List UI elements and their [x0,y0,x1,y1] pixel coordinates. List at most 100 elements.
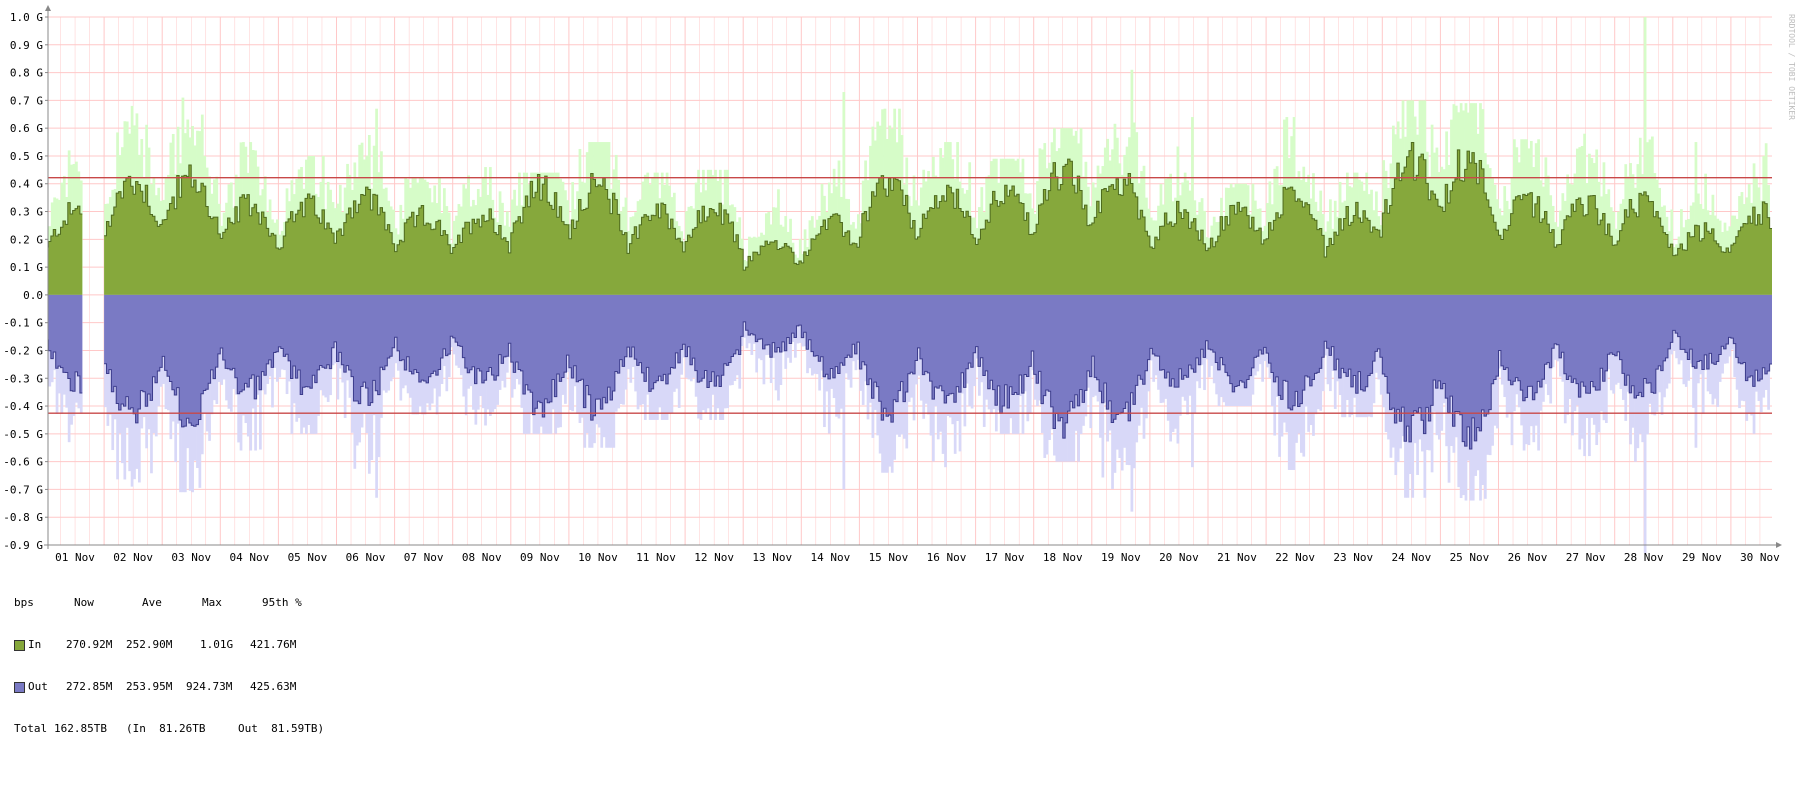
x-tick-label: 21 Nov [1217,551,1257,564]
x-tick-label: 30 Nov [1740,551,1780,564]
legend-in-now: 270.92M [66,638,113,651]
out-peak-bar [842,294,846,490]
legend-out-ave: 253.95M [126,680,173,693]
x-tick-label: 09 Nov [520,551,560,564]
legend-header-95th: 95th % [262,596,302,609]
legend-total-label: Total [14,722,48,735]
y-tick-label: 0.9 G [10,39,43,52]
y-tick-label: 0.6 G [10,122,43,135]
x-axis-ticks: 01 Nov 02 Nov 03 Nov 04 Nov 05 Nov 06 Nov 07 N… [55,551,1780,564]
x-tick-label: 24 Nov [1391,551,1431,564]
x-tick-label: 05 Nov [288,551,328,564]
in-average-area [104,142,1773,295]
x-tick-label: 07 Nov [404,551,444,564]
y-tick-label: -0.3 G [3,372,43,385]
legend: bps Now Ave Max 95th % In 270.92M 252.90… [14,568,324,750]
legend-swatch-in [14,640,25,651]
y-tick-label: 0.3 G [10,206,43,219]
x-tick-label: 13 Nov [752,551,792,564]
y-tick-label: 0.7 G [10,94,43,107]
out-average-line [47,339,83,394]
legend-in-max: 1.01G [200,638,234,651]
legend-out-now: 272.85M [66,680,113,693]
y-tick-label: 0.5 G [10,150,43,163]
x-tick-label: 15 Nov [869,551,909,564]
legend-total-value: 162.85TB [54,722,107,735]
out-average-area [104,294,1773,449]
y-tick-label: -0.2 G [3,344,43,357]
legend-header-max: Max [202,596,222,609]
in-peak-bar [777,189,780,295]
legend-header-row: bps Now Ave Max 95th % [14,596,302,610]
legend-total-out: Out 81.59TB) [238,722,325,735]
in-peak-bar [842,92,846,295]
x-tick-label: 06 Nov [346,551,386,564]
x-tick-label: 17 Nov [985,551,1025,564]
x-tick-label: 11 Nov [636,551,676,564]
legend-unit: bps [14,596,34,609]
average-areas [47,142,1773,450]
out-peak-bar [1191,294,1194,468]
in-average-area [48,202,83,295]
traffic-chart: 1.0 G 0.9 G 0.8 G 0.7 G 0.6 G 0.5 G 0.4 G 0.3 G… [3,5,1796,564]
x-tick-label: 02 Nov [113,551,153,564]
legend-row-total: Total 162.85TB (In 81.26TB Out 81.59TB) [14,722,324,736]
legend-swatch-out [14,682,25,693]
y-axis-ticks: 1.0 G 0.9 G 0.8 G 0.7 G 0.6 G 0.5 G 0.4 G 0.3 G… [3,11,48,552]
x-tick-label: 14 Nov [810,551,850,564]
out-peak-bar [1694,294,1698,448]
x-tick-label: 25 Nov [1450,551,1490,564]
out-average-area [48,294,83,393]
in-peak-bar [1130,69,1134,295]
in-peak-bar [1583,133,1586,295]
legend-header-now: Now [74,596,94,609]
x-tick-label: 18 Nov [1043,551,1083,564]
x-tick-label: 20 Nov [1159,551,1199,564]
legend-label-out: Out [28,680,48,693]
x-tick-label: 22 Nov [1275,551,1315,564]
x-tick-label: 26 Nov [1508,551,1548,564]
legend-label-in: In [28,638,42,651]
y-tick-label: 1.0 G [10,11,43,24]
y-tick-label: 0.1 G [10,261,43,274]
y-tick-label: -0.7 G [3,483,43,496]
axes [44,5,1782,549]
x-tick-label: 28 Nov [1624,551,1664,564]
x-tick-label: 10 Nov [578,551,618,564]
in-peak-bar [1643,17,1647,295]
x-tick-label: 16 Nov [927,551,967,564]
x-tick-label: 27 Nov [1566,551,1606,564]
y-tick-label: -0.8 G [3,511,43,524]
legend-row-out: Out 272.85M 253.95M 924.73M 425.63M [14,680,296,694]
in-peak-bar [1191,117,1194,295]
x-tick-label: 03 Nov [171,551,211,564]
y-tick-label: -0.6 G [3,456,43,469]
y-tick-label: 0.4 G [10,178,43,191]
out-peak-bar [1130,294,1134,512]
y-tick-label: 0.2 G [10,233,43,246]
x-tick-label: 12 Nov [694,551,734,564]
y-tick-label: -0.9 G [3,539,43,552]
x-axis-arrow [1776,542,1782,548]
in-peak-bar [1694,142,1698,295]
in-average-line [104,142,1772,271]
legend-in-ave: 252.90M [126,638,173,651]
x-tick-label: 01 Nov [55,551,95,564]
legend-total-in: (In 81.26TB [126,722,206,735]
y-tick-label: 0.8 G [10,67,43,80]
out-average-line [104,321,1772,450]
y-tick-label: -0.1 G [3,317,43,330]
out-peak-bar [1643,294,1647,554]
x-tick-label: 23 Nov [1333,551,1373,564]
x-tick-label: 29 Nov [1682,551,1722,564]
legend-row-in: In 270.92M 252.90M 1.01G 421.76M [14,638,296,652]
y-tick-label: 0.0 [23,289,43,302]
percentile-95-lines [48,177,1772,414]
legend-header-ave: Ave [142,596,162,609]
legend-out-p95: 425.63M [250,680,297,693]
x-tick-label: 08 Nov [462,551,502,564]
x-tick-label: 04 Nov [229,551,269,564]
y-tick-label: -0.4 G [3,400,43,413]
legend-out-max: 924.73M [186,680,233,693]
legend-in-p95: 421.76M [250,638,297,651]
